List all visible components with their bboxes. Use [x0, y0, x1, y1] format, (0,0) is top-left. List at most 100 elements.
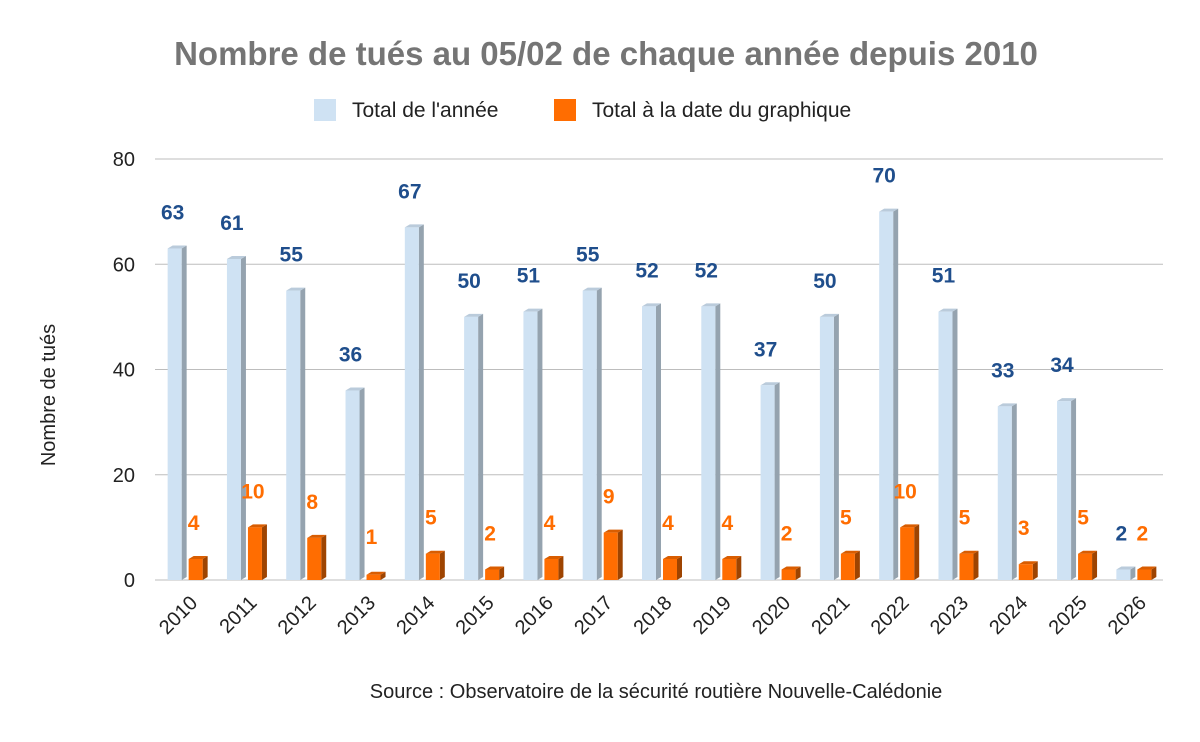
bar-face [819, 316, 834, 580]
bar-face [781, 569, 796, 580]
bar-top [1137, 566, 1157, 570]
bar-side [914, 524, 920, 580]
data-label-total: 33 [991, 359, 1014, 382]
bar-total-date [307, 534, 327, 580]
data-label-date: 8 [306, 491, 318, 514]
bar-top [819, 313, 839, 317]
bar-total-annee [701, 303, 721, 580]
x-tick-label: 2011 [216, 592, 262, 638]
bar-top [642, 303, 661, 307]
data-label-date: 2 [484, 522, 496, 545]
bar-face [404, 227, 419, 580]
bar-top [603, 529, 623, 533]
bar-total-date [959, 550, 979, 580]
bar-total-annee [997, 403, 1017, 580]
x-tick-label: 2010 [155, 592, 202, 639]
bar-top [781, 566, 801, 570]
bar-total-annee [523, 308, 543, 580]
bar-top [188, 555, 208, 559]
data-label-total: 34 [1050, 354, 1074, 377]
bar-side [1071, 398, 1077, 580]
bar-total-annee [1057, 398, 1077, 580]
data-label-date: 10 [241, 480, 264, 503]
bar-top [760, 382, 780, 386]
x-axis-ticks: 2010 2011 2012 2013 2014 2015 2016 2017 2018 2019… [155, 592, 1151, 639]
bar-total-annee [938, 308, 958, 580]
data-label-total: 67 [398, 180, 421, 203]
bar-top [226, 255, 246, 259]
bar-top [722, 555, 742, 559]
bar-side [439, 550, 445, 580]
bar-total-annee [345, 387, 365, 580]
bar-face [345, 390, 360, 580]
bar-side [715, 303, 721, 580]
bar-top [959, 550, 979, 554]
bar-face [425, 553, 440, 580]
bar-top [701, 303, 721, 307]
x-tick-label: 2014 [392, 592, 439, 639]
data-label-date: 10 [893, 480, 916, 503]
legend-swatch-date [554, 99, 576, 121]
bar-top [1057, 398, 1077, 402]
bar-face [366, 574, 381, 580]
bar-total-date [722, 555, 742, 580]
y-tick-label: 40 [113, 360, 135, 382]
bar-total-date [603, 529, 623, 580]
bar-total-date [663, 555, 682, 580]
bar-total-date [1018, 561, 1038, 580]
bar-face [247, 527, 262, 580]
source-note: Source : Observatoire de la sécurité rou… [370, 681, 943, 703]
bar-top [582, 287, 602, 291]
bar-top [1078, 550, 1098, 554]
bar-total-date [366, 571, 386, 580]
data-label-date: 2 [1137, 522, 1149, 545]
data-label-date: 5 [840, 507, 852, 530]
bar-face [286, 290, 301, 580]
bar-side [499, 566, 505, 580]
bar-face [701, 306, 716, 580]
bar-top [840, 550, 860, 554]
data-label-date: 5 [425, 507, 437, 530]
x-tick-label: 2013 [333, 592, 380, 639]
bar-face [1057, 401, 1072, 580]
bar-face [997, 406, 1012, 580]
y-axis-ticks: 0 20 40 60 80 [113, 149, 135, 592]
bar-side [617, 529, 623, 580]
x-tick-label: 2023 [926, 592, 973, 639]
bar-face [167, 248, 182, 580]
bar-top [523, 308, 543, 312]
bar-total-annee [1116, 566, 1136, 580]
data-label-date: 1 [366, 526, 378, 549]
data-label-total: 55 [576, 244, 600, 267]
bar-side [893, 208, 899, 580]
legend-label-date: Total à la date du graphique [592, 99, 851, 122]
x-tick-label: 2012 [274, 592, 321, 639]
bar-side [596, 287, 602, 580]
data-labels: 6346110558361675502514559524524372505701… [161, 165, 1148, 549]
bar-side [261, 524, 267, 580]
legend-label-total: Total de l'année [352, 99, 498, 122]
y-axis-label: Nombre de tués [38, 324, 60, 466]
bar-face [603, 532, 618, 580]
bar-side [952, 308, 958, 580]
bar-total-annee [819, 313, 839, 580]
bar-top [485, 566, 505, 570]
bar-top [425, 550, 445, 554]
x-tick-label: 2022 [867, 592, 914, 639]
bar-face [642, 306, 656, 580]
bar-top [286, 287, 306, 291]
bar-side [300, 287, 306, 580]
bar-total-date [840, 550, 860, 580]
x-tick-label: 2020 [748, 592, 795, 639]
bar-face [840, 553, 855, 580]
bar-total-date [188, 555, 208, 580]
bar-side [774, 382, 780, 580]
bar-face [582, 290, 597, 580]
data-label-total: 51 [932, 265, 956, 288]
bar-total-annee [404, 224, 424, 580]
bar-top [167, 245, 187, 249]
data-label-date: 5 [1077, 507, 1089, 530]
bar-side [973, 550, 979, 580]
